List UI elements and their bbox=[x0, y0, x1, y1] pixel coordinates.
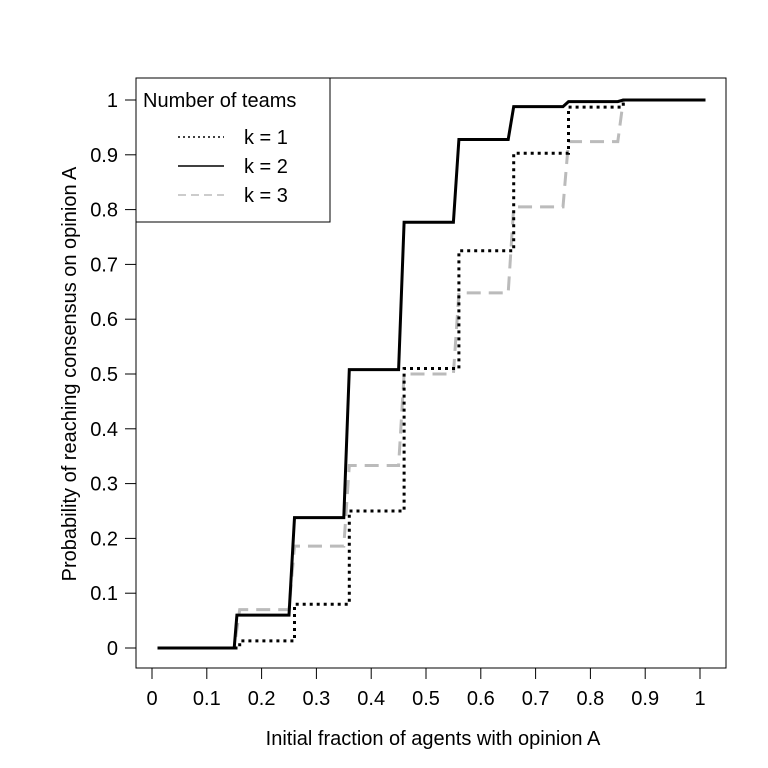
legend: Number of teams k = 1 k = 2 k = 3 bbox=[135, 77, 331, 223]
y-tick-label: 0.2 bbox=[90, 528, 118, 550]
x-axis-title: Initial fraction of agents with opinion … bbox=[266, 728, 601, 750]
legend-title: Number of teams bbox=[143, 90, 296, 112]
y-tick-label: 0.7 bbox=[90, 254, 118, 276]
series-line-k2 bbox=[157, 98, 706, 650]
legend-label-k1: k = 1 bbox=[244, 127, 288, 149]
y-tick-label: 0 bbox=[107, 638, 118, 660]
y-tick-label: 0.8 bbox=[90, 200, 118, 222]
x-tick-label: 0.9 bbox=[631, 688, 659, 710]
x-tick-label: 0.3 bbox=[302, 688, 330, 710]
series-line-k1 bbox=[157, 98, 706, 650]
x-tick-label: 0.1 bbox=[193, 688, 221, 710]
legend-box bbox=[135, 77, 331, 223]
y-tick-label: 0.4 bbox=[90, 419, 118, 441]
y-tick-label: 0.1 bbox=[90, 583, 118, 605]
x-tick-label: 0 bbox=[146, 688, 157, 710]
legend-label-k3: k = 3 bbox=[244, 185, 288, 207]
y-tick-label: 0.3 bbox=[90, 474, 118, 496]
x-tick-label: 0.7 bbox=[522, 688, 550, 710]
y-tick-label: 1 bbox=[107, 90, 118, 112]
y-tick-label: 0.6 bbox=[90, 309, 118, 331]
series-layer bbox=[157, 98, 706, 650]
x-tick-label: 1 bbox=[694, 688, 705, 710]
x-axis: 0 0.1 0.2 0.3 0.4 0.5 0.6 0.7 0.8 0.9 1 bbox=[146, 667, 706, 710]
x-tick-label: 0.4 bbox=[357, 688, 385, 710]
x-tick-label: 0.6 bbox=[467, 688, 495, 710]
legend-label-k2: k = 2 bbox=[244, 156, 288, 178]
y-tick-label: 0.5 bbox=[90, 364, 118, 386]
x-tick-label: 0.2 bbox=[248, 688, 276, 710]
y-tick-label: 0.9 bbox=[90, 145, 118, 167]
x-tick-label: 0.5 bbox=[412, 688, 440, 710]
series-line-k3 bbox=[157, 98, 706, 650]
x-tick-label: 0.8 bbox=[576, 688, 604, 710]
y-axis: 0 0.1 0.2 0.3 0.4 0.5 0.6 0.7 0.8 0.9 1 bbox=[90, 90, 137, 660]
y-axis-title: Probability of reaching consensus on opi… bbox=[59, 166, 81, 581]
